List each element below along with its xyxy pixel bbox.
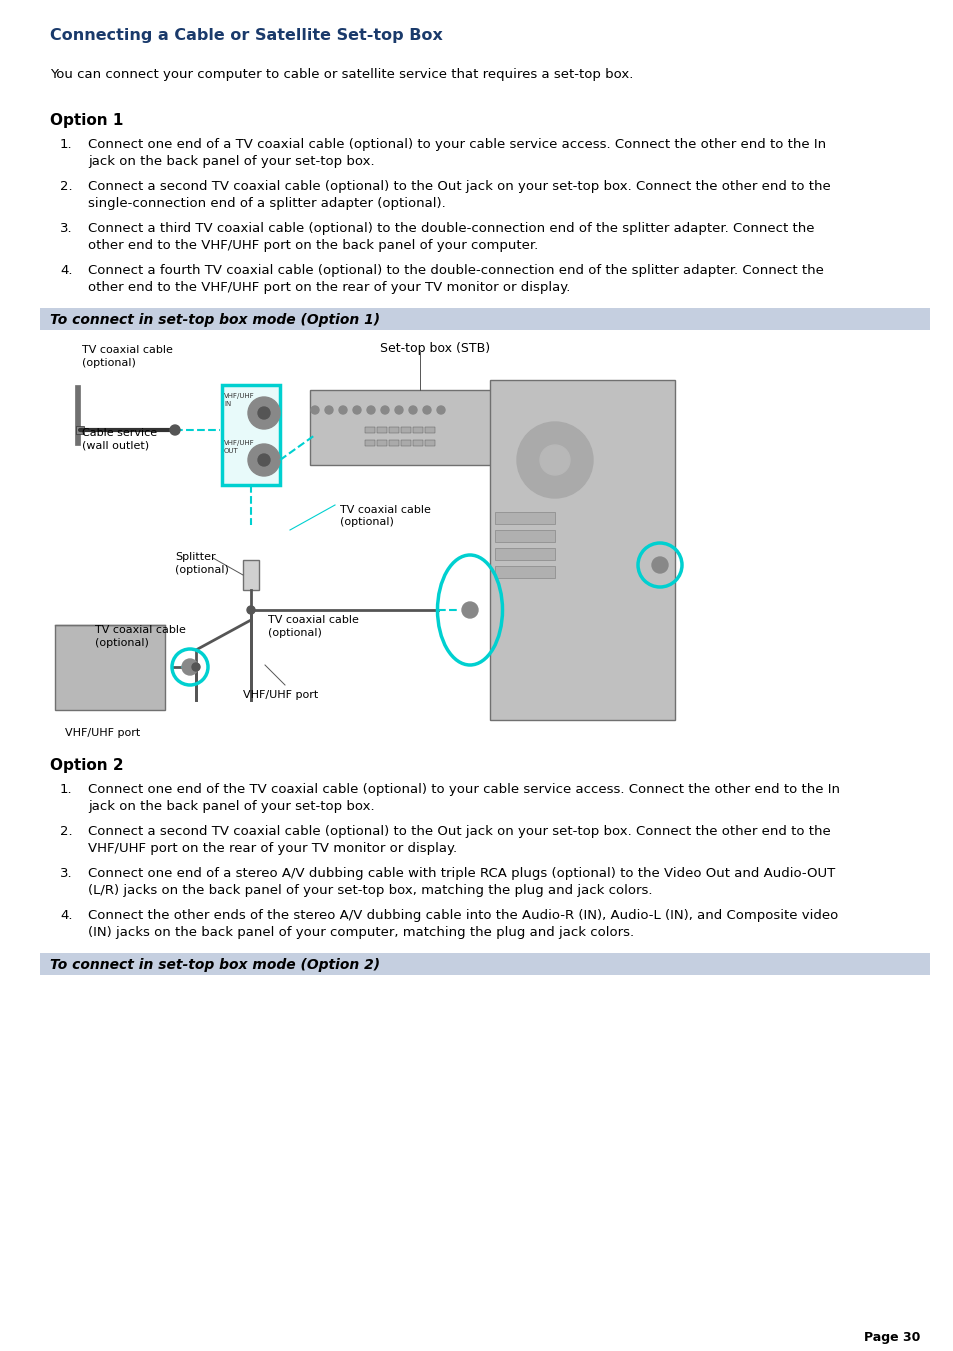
Circle shape	[338, 407, 347, 413]
Text: VHF/UHF port: VHF/UHF port	[65, 728, 140, 738]
Circle shape	[461, 603, 477, 617]
Bar	[40, 308, 929, 330]
Bar	[376, 440, 387, 446]
Text: 1.: 1.	[60, 784, 72, 796]
Bar	[365, 427, 375, 434]
Text: other end to the VHF/UHF port on the back panel of your computer.: other end to the VHF/UHF port on the bac…	[88, 239, 537, 253]
Bar	[495, 549, 555, 561]
Text: 2.: 2.	[60, 825, 72, 838]
Circle shape	[170, 426, 180, 435]
Bar	[389, 440, 398, 446]
Text: TV coaxial cable: TV coaxial cable	[95, 626, 186, 635]
Text: VHF/UHF port: VHF/UHF port	[243, 690, 318, 700]
Circle shape	[248, 444, 280, 476]
Text: Connect a second TV coaxial cable (optional) to the Out jack on your set-top box: Connect a second TV coaxial cable (optio…	[88, 825, 830, 838]
Bar	[365, 440, 375, 446]
Text: 3.: 3.	[60, 222, 72, 235]
Bar	[424, 440, 435, 446]
Circle shape	[182, 659, 198, 676]
Bar	[76, 426, 84, 434]
Text: OUT: OUT	[224, 449, 238, 454]
Bar	[424, 427, 435, 434]
Text: Set-top box (STB): Set-top box (STB)	[379, 342, 490, 355]
Bar	[389, 427, 398, 434]
Text: TV coaxial cable: TV coaxial cable	[82, 345, 172, 355]
Text: VHF/UHF: VHF/UHF	[224, 440, 254, 446]
Bar	[495, 566, 555, 578]
Text: Option 1: Option 1	[50, 113, 123, 128]
Text: (optional): (optional)	[82, 358, 135, 367]
Text: (optional): (optional)	[95, 638, 149, 648]
Circle shape	[353, 407, 360, 413]
Text: Connect one end of a TV coaxial cable (optional) to your cable service access. C: Connect one end of a TV coaxial cable (o…	[88, 138, 825, 151]
Text: Cable service: Cable service	[82, 428, 157, 438]
Circle shape	[247, 607, 254, 613]
Text: jack on the back panel of your set-top box.: jack on the back panel of your set-top b…	[88, 155, 375, 168]
Text: Connect a third TV coaxial cable (optional) to the double-connection end of the : Connect a third TV coaxial cable (option…	[88, 222, 814, 235]
Text: VHF/UHF: VHF/UHF	[224, 393, 254, 399]
Text: Connect the other ends of the stereo A/V dubbing cable into the Audio-R (IN), Au: Connect the other ends of the stereo A/V…	[88, 909, 838, 921]
Bar	[40, 330, 929, 730]
Text: (optional): (optional)	[268, 628, 321, 638]
Text: (IN) jacks on the back panel of your computer, matching the plug and jack colors: (IN) jacks on the back panel of your com…	[88, 925, 634, 939]
Circle shape	[311, 407, 318, 413]
Circle shape	[257, 454, 270, 466]
FancyBboxPatch shape	[490, 380, 675, 720]
Text: VHF/UHF port on the rear of your TV monitor or display.: VHF/UHF port on the rear of your TV moni…	[88, 842, 456, 855]
Text: To connect in set-top box mode (Option 2): To connect in set-top box mode (Option 2…	[50, 958, 379, 971]
Text: Connecting a Cable or Satellite Set-top Box: Connecting a Cable or Satellite Set-top …	[50, 28, 442, 43]
Bar	[400, 440, 411, 446]
Text: To connect in set-top box mode (Option 1): To connect in set-top box mode (Option 1…	[50, 313, 379, 327]
Bar	[495, 512, 555, 524]
Text: 4.: 4.	[60, 909, 72, 921]
Text: (L/R) jacks on the back panel of your set-top box, matching the plug and jack co: (L/R) jacks on the back panel of your se…	[88, 884, 652, 897]
Circle shape	[436, 407, 444, 413]
Text: Splitter: Splitter	[174, 553, 215, 562]
Text: (wall outlet): (wall outlet)	[82, 440, 149, 451]
Text: 4.: 4.	[60, 263, 72, 277]
Circle shape	[380, 407, 389, 413]
Text: Connect a second TV coaxial cable (optional) to the Out jack on your set-top box: Connect a second TV coaxial cable (optio…	[88, 180, 830, 193]
Text: Option 2: Option 2	[50, 758, 124, 773]
Circle shape	[248, 397, 280, 430]
Text: 3.: 3.	[60, 867, 72, 880]
Circle shape	[395, 407, 402, 413]
Bar	[75, 385, 80, 444]
Text: jack on the back panel of your set-top box.: jack on the back panel of your set-top b…	[88, 800, 375, 813]
FancyBboxPatch shape	[55, 626, 165, 711]
Circle shape	[409, 407, 416, 413]
Text: Connect one end of a stereo A/V dubbing cable with triple RCA plugs (optional) t: Connect one end of a stereo A/V dubbing …	[88, 867, 835, 880]
Circle shape	[517, 422, 593, 499]
Circle shape	[539, 444, 569, 476]
Text: IN: IN	[224, 401, 231, 407]
Text: other end to the VHF/UHF port on the rear of your TV monitor or display.: other end to the VHF/UHF port on the rea…	[88, 281, 570, 295]
Circle shape	[651, 557, 667, 573]
Text: 1.: 1.	[60, 138, 72, 151]
Text: Connect one end of the TV coaxial cable (optional) to your cable service access.: Connect one end of the TV coaxial cable …	[88, 784, 840, 796]
Text: (optional): (optional)	[174, 565, 229, 576]
Text: Page 30: Page 30	[862, 1331, 919, 1344]
Circle shape	[192, 663, 200, 671]
Text: 2.: 2.	[60, 180, 72, 193]
Bar	[376, 427, 387, 434]
Text: You can connect your computer to cable or satellite service that requires a set-: You can connect your computer to cable o…	[50, 68, 633, 81]
Bar	[413, 427, 422, 434]
Bar	[243, 561, 258, 590]
Bar	[400, 427, 411, 434]
Text: (optional): (optional)	[339, 517, 394, 527]
Bar	[40, 952, 929, 975]
Text: single-connection end of a splitter adapter (optional).: single-connection end of a splitter adap…	[88, 197, 445, 209]
FancyBboxPatch shape	[222, 385, 280, 485]
Bar	[495, 530, 555, 542]
Bar	[413, 440, 422, 446]
FancyBboxPatch shape	[310, 390, 499, 465]
Circle shape	[257, 407, 270, 419]
Circle shape	[367, 407, 375, 413]
Circle shape	[422, 407, 431, 413]
Text: TV coaxial cable: TV coaxial cable	[268, 615, 358, 626]
Text: Connect a fourth TV coaxial cable (optional) to the double-connection end of the: Connect a fourth TV coaxial cable (optio…	[88, 263, 823, 277]
Text: TV coaxial cable: TV coaxial cable	[339, 505, 431, 515]
Circle shape	[325, 407, 333, 413]
